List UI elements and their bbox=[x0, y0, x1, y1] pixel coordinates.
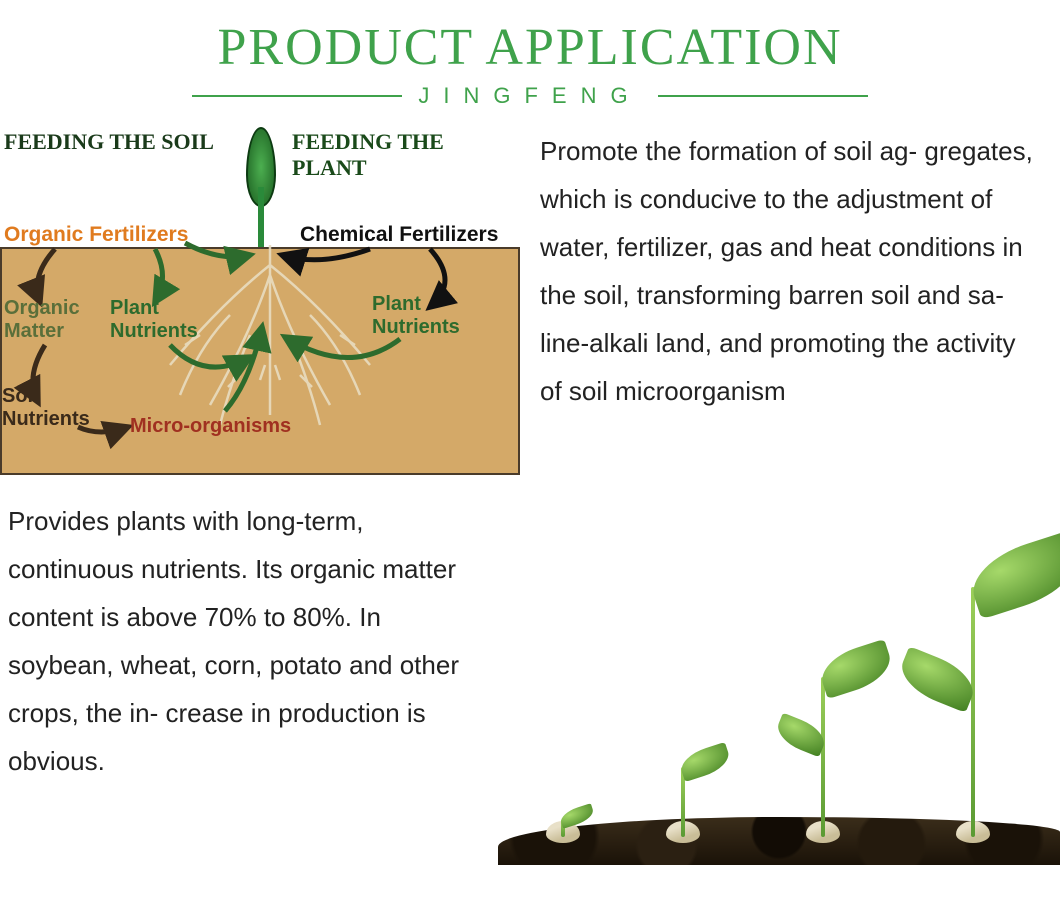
stem-icon bbox=[971, 587, 975, 837]
diagram-label-plant-nut-r: Plant Nutrients bbox=[372, 293, 460, 339]
diagram-label-soil-nut: Soil Nutrients bbox=[2, 385, 90, 431]
diagram-label-feeding-plant: FEEDING THE PLANT bbox=[292, 129, 520, 181]
diagram-label-chemical-fert: Chemical Fertilizers bbox=[300, 223, 498, 247]
leaf-icon bbox=[677, 742, 733, 782]
rule-left bbox=[192, 95, 402, 97]
seedling-photo bbox=[498, 497, 1060, 865]
page-title: PRODUCT APPLICATION bbox=[0, 18, 1060, 77]
diagram-label-organic-matter: Organic Matter bbox=[4, 297, 80, 343]
diagram-label-organic-fert: Organic Fertilizers bbox=[4, 223, 188, 247]
leaf-icon bbox=[816, 639, 897, 699]
paragraph-2: Provides plants with long-term, continuo… bbox=[8, 497, 478, 865]
fertilizer-diagram: FEEDING THE SOIL FEEDING THE PLANT Organic… bbox=[0, 127, 520, 475]
diagram-label-micro: Micro-organisms bbox=[130, 415, 291, 438]
rule-right bbox=[658, 95, 868, 97]
diagram-label-feeding-soil: FEEDING THE SOIL bbox=[4, 129, 214, 155]
leaf-icon bbox=[894, 646, 981, 712]
content: FEEDING THE SOIL FEEDING THE PLANT Organic… bbox=[0, 127, 1060, 865]
brand-subtitle: JINGFENG bbox=[418, 83, 641, 109]
row-1: FEEDING THE SOIL FEEDING THE PLANT Organic… bbox=[0, 127, 1060, 475]
header: PRODUCT APPLICATION JINGFENG bbox=[0, 0, 1060, 109]
row-2: Provides plants with long-term, continuo… bbox=[0, 497, 1060, 865]
leaf-icon bbox=[964, 531, 1060, 620]
diagram-label-plant-nut-l: Plant Nutrients bbox=[110, 297, 198, 343]
paragraph-1: Promote the formation of soil ag- gregat… bbox=[540, 127, 1050, 475]
stem-icon bbox=[821, 677, 825, 837]
subtitle-row: JINGFENG bbox=[0, 83, 1060, 109]
